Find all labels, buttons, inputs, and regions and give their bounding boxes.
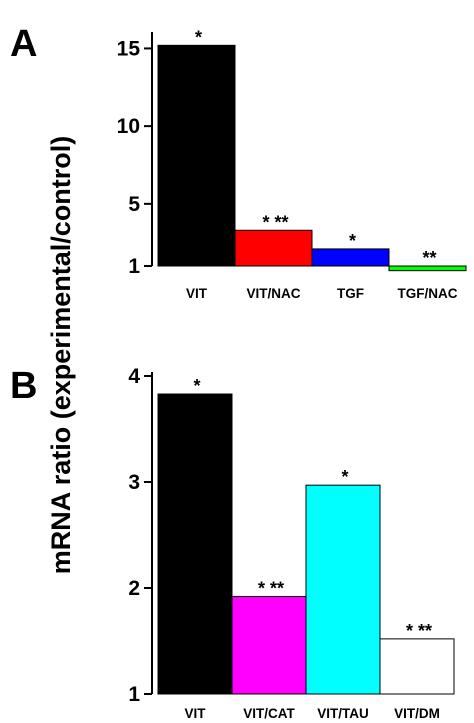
category-label: VIT/TAU (317, 706, 369, 721)
panel-b: B 1 2 3 4 * VIT * ** VIT/CAT * VIT/TAU * ** VIT/DM (10, 365, 455, 721)
bar-vit-tau (305, 484, 381, 695)
y-tick-label: 15 (117, 37, 141, 60)
bar-annotation: ** (422, 248, 436, 268)
bar-vit-dm (379, 638, 455, 695)
bar-annotation: * (193, 376, 200, 396)
bar-tgf (311, 248, 390, 267)
category-label: VIT/CAT (243, 706, 295, 721)
bar-vit (157, 393, 233, 695)
category-label: VIT (184, 706, 206, 721)
y-tick-label: 1 (128, 683, 140, 706)
bar-annotation: * ** (262, 212, 288, 232)
bar-annotation: * (349, 231, 356, 251)
panel-b-label: B (10, 365, 37, 407)
bar-annotation: * ** (406, 621, 432, 641)
y-tick-label: 2 (128, 577, 140, 600)
category-label: VIT/DM (394, 706, 440, 721)
category-label: TGF (337, 286, 364, 301)
bar-annotation: * (341, 467, 348, 487)
bar-vit-cat (231, 595, 307, 695)
y-axis-label: mRNA ratio (experimental/control) (46, 136, 76, 575)
category-label: VIT (186, 286, 208, 301)
y-tick-label: 3 (128, 471, 140, 494)
y-tick-label: 10 (117, 115, 140, 138)
bar-vit (157, 44, 236, 267)
bar-annotation: * ** (258, 578, 284, 598)
category-label: VIT/NAC (247, 286, 301, 301)
y-tick-label: 1 (128, 255, 140, 278)
bar-annotation: * (195, 27, 202, 47)
bar-tgf-nac (388, 265, 467, 272)
category-label: TGF/NAC (398, 286, 458, 301)
bar-vit-nac (234, 229, 313, 267)
panel-a-label: A (10, 23, 37, 65)
y-tick-label: 5 (128, 193, 140, 216)
y-tick-label: 4 (128, 365, 140, 388)
